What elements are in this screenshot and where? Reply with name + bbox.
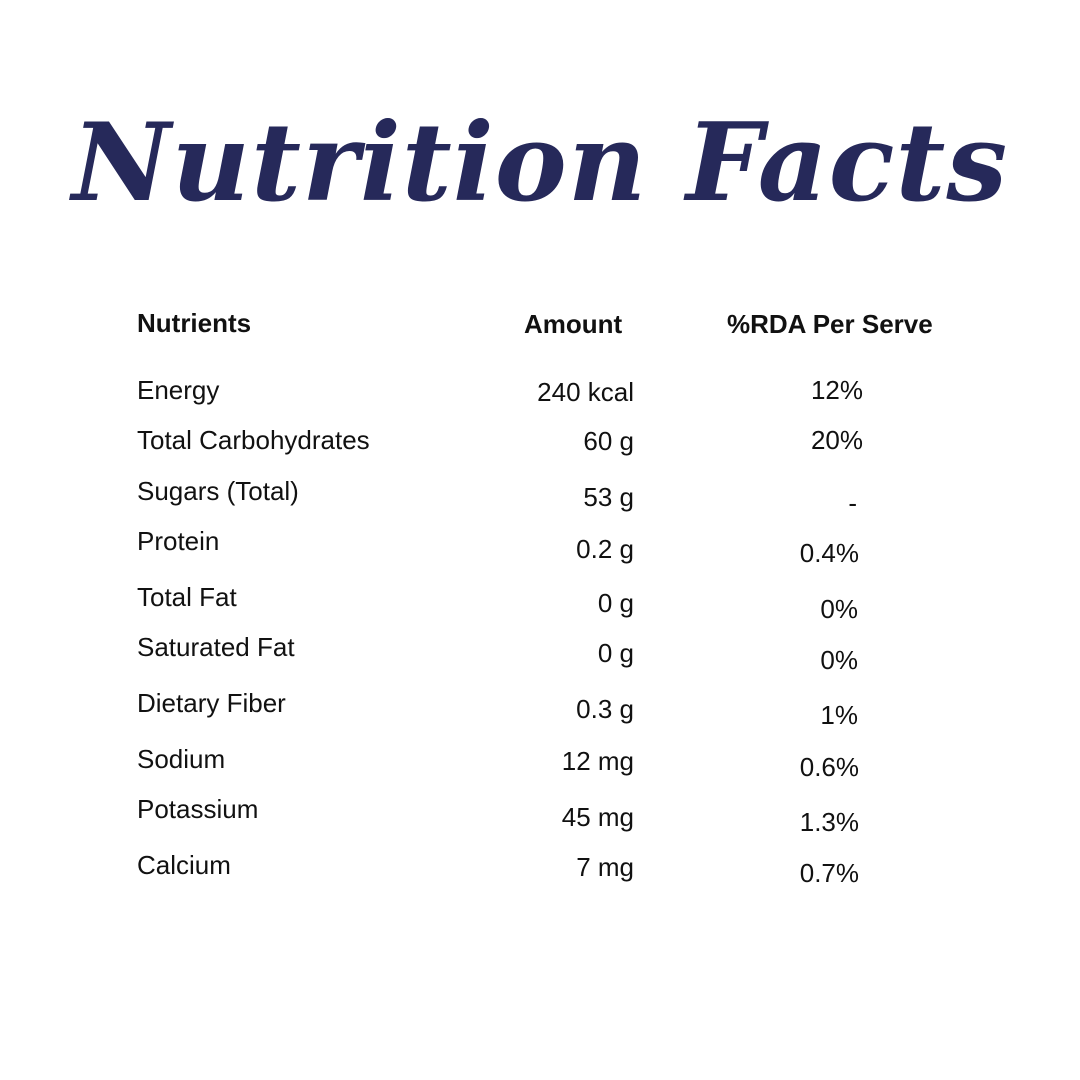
nutrient-amount: 12 mg (561, 746, 634, 776)
nutrient-name: Energy (137, 375, 220, 405)
nutrient-rda: 20% (810, 425, 863, 455)
table-row: Total Fat 0 g 0% (0, 582, 1080, 624)
nutrient-amount: 7 mg (576, 852, 634, 882)
nutrient-rda: 0.7% (799, 858, 859, 888)
header-nutrients: Nutrients (137, 308, 252, 338)
nutrient-amount: 60 g (583, 426, 634, 456)
nutrient-rda: 12% (810, 375, 863, 405)
table-row: Dietary Fiber 0.3 g 1% (0, 688, 1080, 730)
nutrient-name: Sugars (Total) (137, 476, 299, 506)
nutrient-amount: 0 g (597, 638, 634, 668)
nutrient-rda: 1% (820, 700, 858, 730)
nutrient-name: Saturated Fat (137, 632, 295, 662)
header-amount: Amount (524, 309, 623, 339)
table-row: Calcium 7 mg 0.7% (0, 850, 1080, 890)
nutrient-name: Sodium (137, 744, 226, 774)
nutrient-rda: 0.4% (799, 538, 859, 568)
nutrient-name: Potassium (137, 794, 259, 824)
nutrient-amount: 0.2 g (576, 534, 634, 564)
page-title: Nutrition Facts (71, 100, 1009, 226)
nutrient-amount: 0.3 g (576, 694, 634, 724)
nutrient-amount: 240 kcal (537, 377, 634, 407)
nutrient-name: Total Fat (137, 582, 237, 612)
table-row: Sodium 12 mg 0.6% (0, 744, 1080, 784)
nutrient-amount: 0 g (597, 588, 634, 618)
table-row: Saturated Fat 0 g 0% (0, 632, 1080, 675)
table-row: Total Carbohydrates 60 g 20% (0, 425, 1080, 465)
nutrient-rda: 0% (820, 594, 858, 624)
nutrient-rda: - (848, 488, 857, 518)
nutrient-name: Dietary Fiber (137, 688, 286, 718)
nutrient-rda: 1.3% (799, 807, 859, 837)
table-row: Energy 240 kcal 12% (0, 375, 1080, 415)
nutrient-name: Total Carbohydrates (137, 425, 370, 455)
table-row: Sugars (Total) 53 g - (0, 476, 1080, 518)
nutrient-rda: 0% (820, 645, 858, 675)
nutrient-name: Calcium (137, 850, 231, 880)
nutrient-rda: 0.6% (799, 752, 859, 782)
nutrient-amount: 53 g (583, 482, 634, 512)
table-row: Potassium 45 mg 1.3% (0, 794, 1080, 837)
header-rda: %RDA Per Serve (727, 309, 933, 339)
nutrient-name: Protein (137, 526, 220, 556)
table-row: Protein 0.2 g 0.4% (0, 526, 1080, 568)
nutrient-amount: 45 mg (561, 802, 634, 832)
